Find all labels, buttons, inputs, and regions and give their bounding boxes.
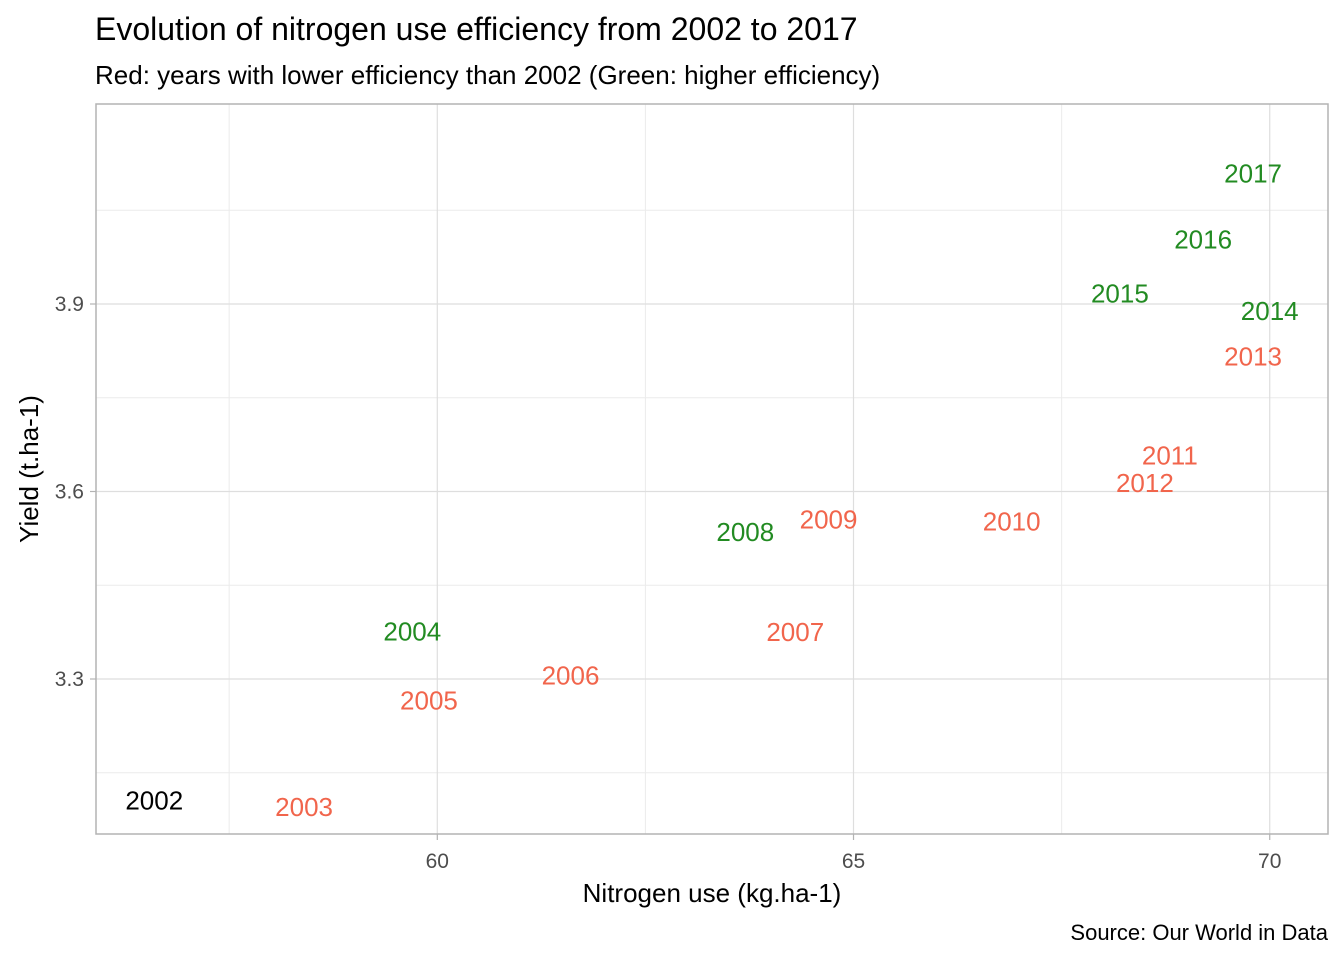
- y-axis-label: Yield (t.ha-1): [14, 395, 44, 543]
- point-label-2014: 2014: [1241, 296, 1299, 326]
- y-tick-label: 3.3: [55, 668, 84, 691]
- point-label-2006: 2006: [542, 660, 600, 690]
- point-label-2004: 2004: [383, 617, 441, 647]
- point-label-2005: 2005: [400, 685, 458, 715]
- plot-panel-border: [95, 103, 1329, 835]
- y-tick-label: 3.6: [55, 481, 84, 504]
- point-label-2013: 2013: [1224, 342, 1282, 372]
- point-label-2003: 2003: [275, 792, 333, 822]
- point-label-2010: 2010: [983, 507, 1041, 537]
- point-label-2016: 2016: [1174, 225, 1232, 255]
- source-caption: Source: Our World in Data: [1070, 920, 1328, 945]
- x-axis-ticks: 60 65 70: [426, 834, 1281, 873]
- y-tick-label: 3.9: [55, 293, 84, 316]
- point-label-2011: 2011: [1142, 440, 1198, 470]
- x-tick-label: 60: [426, 850, 449, 873]
- chart-title: Evolution of nitrogen use efficiency fro…: [95, 11, 858, 47]
- point-label-2002: 2002: [125, 785, 183, 815]
- point-label-2015: 2015: [1091, 278, 1149, 308]
- point-label-2012: 2012: [1116, 468, 1174, 498]
- point-label-2008: 2008: [716, 517, 774, 547]
- data-labels: 2002 2003 2004 2005 2006 2007 2008 2009 2010 2011…: [125, 158, 1298, 822]
- x-tick-label: 70: [1258, 850, 1281, 873]
- x-tick-label: 65: [842, 850, 865, 873]
- point-label-2009: 2009: [800, 505, 858, 535]
- minor-gridlines: [96, 104, 1328, 834]
- major-gridlines: [96, 104, 1328, 834]
- x-axis-label: Nitrogen use (kg.ha-1): [583, 878, 842, 908]
- point-label-2017: 2017: [1224, 158, 1282, 188]
- chart-subtitle: Red: years with lower efficiency than 20…: [95, 60, 881, 90]
- y-axis-ticks: 3.3 3.6 3.9: [55, 293, 96, 691]
- point-label-2007: 2007: [766, 617, 824, 647]
